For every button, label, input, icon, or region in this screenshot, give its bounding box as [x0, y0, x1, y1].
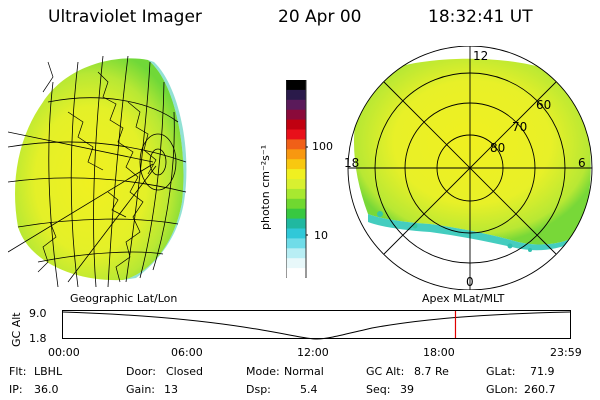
colorbar-stop — [286, 208, 306, 220]
aurora-glow-left — [15, 58, 184, 281]
altitude-axis-title: GC Alt — [10, 312, 23, 347]
left-panel-caption: Geographic Lat/Lon — [70, 292, 178, 305]
glon-value: 260.7 — [524, 383, 556, 396]
colorbar-stop — [286, 268, 306, 278]
polar-plot: 12 18 6 0 60 70 80 — [344, 46, 593, 290]
colorbar-stop — [286, 228, 306, 239]
info-row-2: IP: 36.0 Gain: 13 Dsp: 5.4 Seq: 39 GLon:… — [0, 383, 600, 399]
mode-value: Normal — [284, 365, 324, 378]
colorbar-stop — [286, 238, 306, 249]
time-tick-2359: 23:59 — [550, 346, 582, 359]
altitude-curve — [62, 311, 571, 340]
colorbar-stops — [286, 80, 306, 278]
gain-value: 13 — [164, 383, 178, 396]
date-label: 20 Apr 00 — [278, 7, 362, 27]
altitude-tick-low: 1.8 — [29, 332, 47, 345]
glat-label: GLat: — [486, 365, 516, 378]
gc-alt-value: 8.7 Re — [414, 365, 449, 378]
colorbar-stop — [286, 149, 306, 160]
colorbar-stop — [286, 198, 306, 210]
filter-label: Flt: — [9, 365, 27, 378]
colorbar-stop — [286, 188, 306, 200]
colorbar-stop — [286, 179, 306, 190]
colorbar-stop — [286, 218, 306, 229]
colorbar-stop — [286, 169, 306, 180]
altitude-tick-high: 9.0 — [29, 307, 47, 320]
mlt-label-6: 6 — [578, 156, 586, 170]
time-tick-0600: 06:00 — [171, 346, 203, 359]
info-row-1: Flt: LBHL Door: Closed Mode: Normal GC A… — [0, 365, 600, 381]
mlt-label-0: 0 — [466, 275, 474, 289]
polar-grid — [347, 46, 593, 290]
gc-alt-label: GC Alt: — [366, 365, 405, 378]
colorbar-stop — [286, 129, 306, 140]
colorbar — [286, 80, 308, 278]
ip-value: 36.0 — [34, 383, 59, 396]
right-panel-caption: Apex MLat/MLT — [422, 292, 505, 305]
colorbar-stop — [286, 89, 306, 101]
colorbar-unit-label: photon cm⁻²s⁻¹ — [259, 144, 272, 230]
colorbar-stop — [286, 248, 306, 259]
time-tick-0000: 00:00 — [48, 346, 80, 359]
colorbar-tick-100: 100 — [312, 140, 333, 153]
time-tick-1200: 12:00 — [297, 346, 329, 359]
colorbar-stop — [286, 99, 306, 111]
door-value: Closed — [166, 365, 203, 378]
seq-value: 39 — [400, 383, 414, 396]
colorbar-stop — [286, 258, 306, 269]
ip-label: IP: — [9, 383, 23, 396]
mlat-label-60: 60 — [536, 98, 551, 112]
mlat-label-80: 80 — [490, 141, 505, 155]
gain-label: Gain: — [126, 383, 155, 396]
aurora-oval — [354, 58, 591, 245]
dsp-value: 5.4 — [300, 383, 318, 396]
seq-label: Seq: — [366, 383, 391, 396]
dsp-label: Dsp: — [246, 383, 271, 396]
mlat-label-70: 70 — [512, 120, 527, 134]
geographic-image — [8, 55, 187, 288]
colorbar-tick-10: 10 — [314, 229, 328, 242]
glon-label: GLon: — [486, 383, 518, 396]
time-tick-1800: 18:00 — [423, 346, 455, 359]
mode-label: Mode: — [246, 365, 280, 378]
colorbar-stop — [286, 139, 306, 150]
mlt-label-18: 18 — [344, 156, 359, 170]
glat-value: 71.9 — [530, 365, 555, 378]
time-label: 18:32:41 UT — [428, 7, 533, 27]
filter-value: LBHL — [34, 365, 63, 378]
mlt-label-12: 12 — [473, 49, 488, 63]
colorbar-stop — [286, 80, 306, 91]
colorbar-stop — [286, 109, 306, 121]
colorbar-stop — [286, 159, 306, 170]
door-label: Door: — [126, 365, 156, 378]
instrument-title: Ultraviolet Imager — [48, 7, 202, 27]
colorbar-stop — [286, 119, 306, 130]
coastlines — [37, 61, 157, 283]
altitude-plot — [62, 310, 571, 340]
